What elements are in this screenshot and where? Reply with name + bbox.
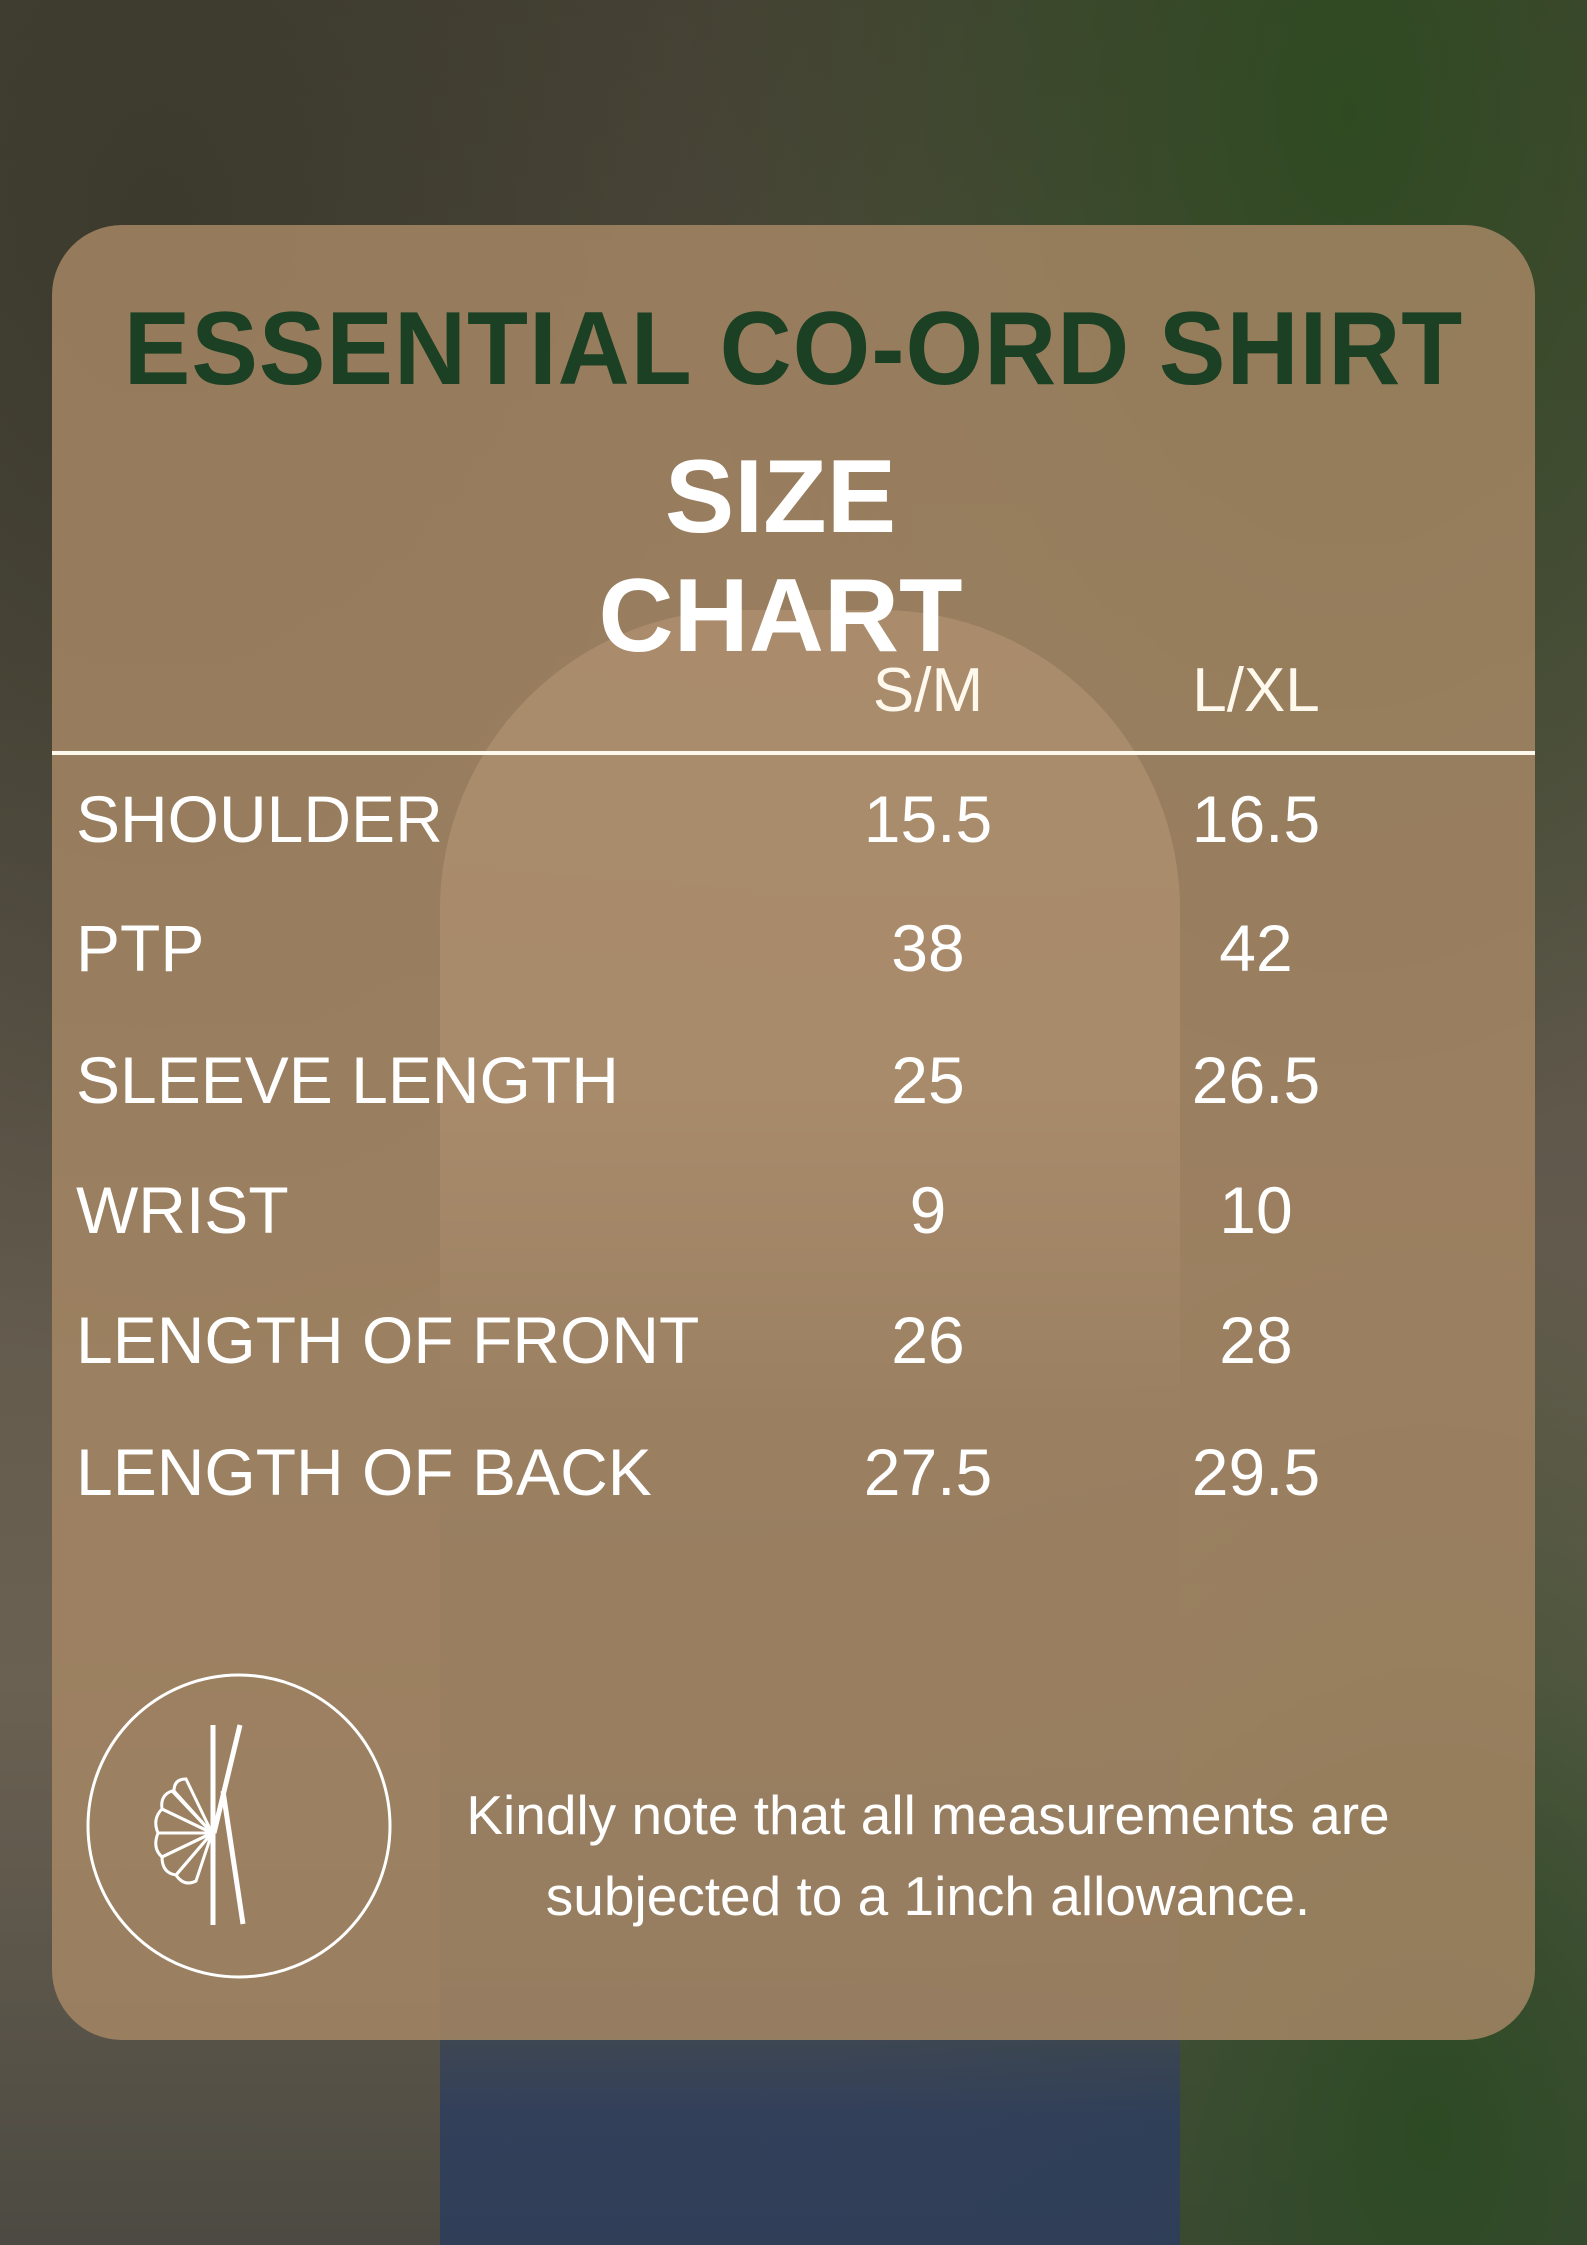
row-label: SLEEVE LENGTH	[76, 1043, 619, 1117]
value-lxl: 26.5	[1191, 1043, 1321, 1117]
row-label: LENGTH OF BACK	[76, 1435, 652, 1509]
value-sm: 38	[891, 911, 965, 985]
row-label: WRIST	[76, 1173, 289, 1247]
value-lxl: 29.5	[1191, 1435, 1321, 1509]
size-chart-card	[52, 225, 1535, 2040]
table-row: PTP 38 42	[0, 910, 1587, 990]
value-sm: 25	[891, 1043, 965, 1117]
table-row: LENGTH OF FRONT 26 28	[0, 1302, 1587, 1382]
note-line-1: Kindly note that all measurements are	[466, 1784, 1390, 1846]
table-row: SHOULDER 15.5 16.5	[0, 781, 1587, 861]
allowance-note: Kindly note that all measurements are su…	[400, 1775, 1456, 1937]
value-sm: 9	[909, 1173, 947, 1247]
value-lxl: 42	[1219, 911, 1293, 985]
k-shell-logo-icon	[86, 1673, 392, 1979]
value-lxl: 28	[1219, 1303, 1293, 1377]
note-line-2: subjected to a 1inch allowance.	[545, 1865, 1311, 1927]
value-sm: 27.5	[863, 1435, 993, 1509]
value-lxl: 16.5	[1191, 782, 1321, 856]
size-chart-heading: SIZE CHART	[598, 439, 963, 674]
table-row: WRIST 9 10	[0, 1172, 1587, 1252]
value-sm: 26	[891, 1303, 965, 1377]
value-lxl: 10	[1219, 1173, 1293, 1247]
value-sm: 15.5	[863, 782, 993, 856]
column-header-lxl: L/XL	[1192, 656, 1320, 725]
row-label: PTP	[76, 911, 205, 985]
row-label: SHOULDER	[76, 782, 443, 856]
row-label: LENGTH OF FRONT	[76, 1303, 700, 1377]
product-title: ESSENTIAL CO-ORD SHIRT	[123, 291, 1464, 407]
table-row: LENGTH OF BACK 27.5 29.5	[0, 1434, 1587, 1514]
table-row: SLEEVE LENGTH 25 26.5	[0, 1042, 1587, 1122]
column-header-sm: S/M	[872, 656, 984, 725]
header-divider	[52, 751, 1535, 755]
